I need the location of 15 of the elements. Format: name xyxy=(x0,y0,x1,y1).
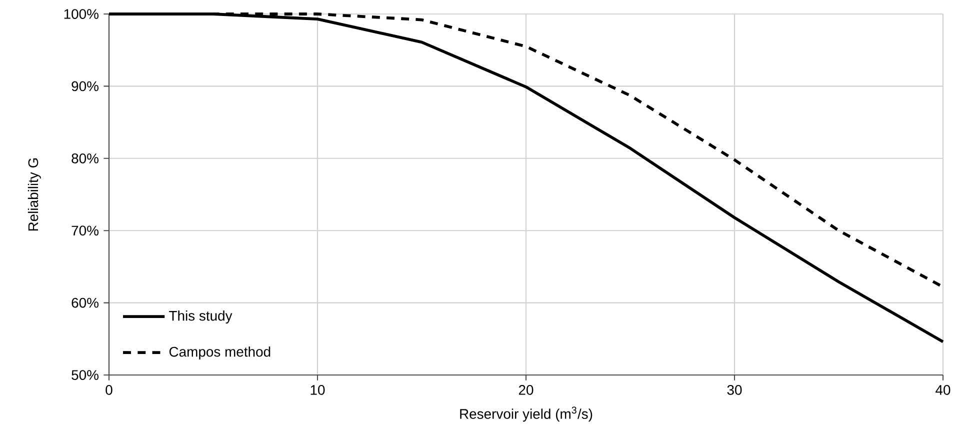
legend-label: This study xyxy=(169,310,232,324)
y-tick-label: 70% xyxy=(72,226,98,236)
y-tick-label: 90% xyxy=(72,81,98,92)
y-tick-label: 50% xyxy=(72,370,98,380)
y-tick-label: 60% xyxy=(72,298,98,308)
x-tick-label: 10 xyxy=(310,385,325,395)
y-axis-title: Reliability G xyxy=(28,158,41,231)
x-tick-label: 40 xyxy=(936,385,950,395)
x-axis-title: Reservoir yield (m$^{3}$/s) xyxy=(460,406,592,422)
y-tick-label: 100% xyxy=(64,9,98,19)
y-tick-label: 80% xyxy=(72,153,98,164)
x-tick-label: 0 xyxy=(106,385,112,395)
x-tick-label: 20 xyxy=(518,385,534,395)
legend-label: Campos method xyxy=(169,346,270,360)
x-tick-label: 30 xyxy=(727,385,742,395)
